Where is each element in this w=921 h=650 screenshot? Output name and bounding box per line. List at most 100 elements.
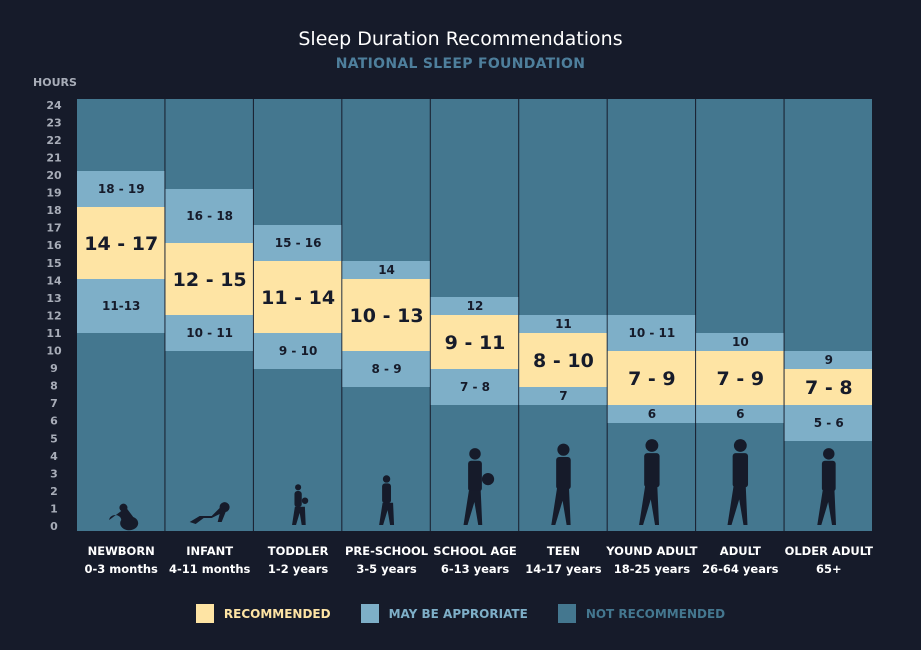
data-label-may-high: 15 - 16: [275, 236, 322, 250]
data-label-may-high: 14: [378, 263, 395, 277]
x-tick-sublabel: 6-13 years: [441, 562, 510, 576]
y-tick-label: 20: [46, 169, 62, 182]
data-label-recommended: 11 - 14: [261, 287, 335, 309]
bar-may-be-appropriate-low: [165, 315, 253, 351]
x-tick-sublabel: 1-2 years: [268, 562, 329, 576]
y-tick-label: 22: [46, 134, 61, 147]
x-tick-label: INFANT: [186, 544, 233, 558]
x-tick-sublabel: 14-17 years: [525, 562, 602, 576]
bar-recommended: [430, 315, 519, 369]
legend-swatch: [557, 604, 576, 623]
y-tick-label: 1: [50, 502, 58, 515]
bar-recommended: [607, 351, 696, 405]
data-label-may-low: 11-13: [102, 299, 140, 313]
x-tick-label: OLDER ADULT: [785, 544, 874, 558]
data-label-may-high: 11: [555, 317, 572, 331]
y-tick-label: 15: [46, 257, 61, 270]
y-tick-label: 0: [50, 520, 58, 533]
legend-item-recommended: RECOMMENDED: [195, 604, 331, 623]
data-label-recommended: 14 - 17: [84, 233, 158, 255]
x-tick-label: PRE-SCHOOL: [345, 544, 429, 558]
y-tick-label: 12: [46, 309, 61, 322]
x-tick-label: ADULT: [720, 544, 761, 558]
data-label-recommended: 7 - 9: [628, 368, 676, 390]
y-tick-label: 16: [46, 239, 62, 252]
data-label-may-low: 5 - 6: [814, 416, 844, 430]
legend: RECOMMENDED MAY BE APPRORIATE NOT RECOMM…: [0, 604, 921, 623]
y-tick-label: 14: [46, 274, 62, 287]
legend-swatch: [360, 604, 379, 623]
y-tick-label: 13: [46, 292, 61, 305]
data-label-recommended: 9 - 11: [445, 332, 506, 354]
bar-may-be-appropriate-high: [253, 225, 342, 261]
data-label-recommended: 7 - 9: [717, 368, 765, 390]
y-tick-label: 3: [50, 467, 58, 480]
data-label-recommended: 12 - 15: [173, 269, 247, 291]
bar-may-be-appropriate-high: [165, 189, 253, 243]
data-label-may-low: 8 - 9: [372, 362, 402, 376]
bar-may-be-appropriate-high: [696, 333, 784, 351]
data-label-may-high: 12: [467, 299, 484, 313]
data-label-recommended: 8 - 10: [533, 350, 594, 372]
infant-silhouette-icon: [189, 502, 230, 524]
data-label-may-high: 9: [825, 353, 833, 367]
person-silhouette-icon: [727, 439, 749, 525]
x-tick-sublabel: 26-64 years: [702, 562, 779, 576]
chart-title: Sleep Duration Recommendations: [298, 28, 623, 50]
bar-recommended: [253, 261, 342, 333]
bar-may-be-appropriate-low: [77, 279, 165, 333]
y-tick-label: 10: [46, 345, 62, 358]
bar-may-be-appropriate-high: [342, 261, 430, 279]
data-label-may-low: 6: [736, 407, 744, 421]
y-tick-label: 4: [50, 450, 58, 463]
bar-may-be-appropriate-low: [519, 387, 607, 405]
y-tick-label: 23: [46, 116, 61, 129]
bar-may-be-appropriate-low: [430, 369, 519, 405]
y-tick-label: 2: [50, 485, 58, 498]
data-label-may-low: 7: [559, 389, 567, 403]
y-tick-label: 21: [46, 151, 61, 164]
y-tick-label: 7: [50, 397, 58, 410]
data-label-recommended: 10 - 13: [350, 305, 424, 327]
y-tick-label: 19: [46, 187, 61, 200]
x-tick-sublabel: 65+: [816, 562, 842, 576]
y-axis-label: HOURS: [33, 76, 77, 89]
bar-may-be-appropriate-high: [430, 297, 519, 315]
data-label-may-high: 16 - 18: [186, 209, 233, 223]
x-tick-sublabel: 0-3 months: [85, 562, 159, 576]
y-tick-label: 6: [50, 415, 58, 428]
plot-area: HOURS01234567891011121314151617181920212…: [33, 76, 874, 576]
x-tick-label: SCHOOL AGE: [433, 544, 517, 558]
data-label-may-high: 18 - 19: [98, 182, 145, 196]
data-label-may-high: 10 - 11: [629, 326, 676, 340]
y-tick-label: 5: [50, 432, 58, 445]
bar-may-be-appropriate-low: [784, 405, 872, 441]
person-silhouette-icon: [292, 484, 309, 525]
person-silhouette-icon: [463, 448, 495, 525]
data-label-may-low: 6: [648, 407, 656, 421]
legend-item-may-be-appropriate: MAY BE APPRORIATE: [360, 604, 528, 623]
person-silhouette-icon: [379, 475, 395, 525]
bar-recommended: [342, 279, 430, 351]
bar-may-be-appropriate-low: [607, 405, 696, 423]
bar-recommended: [77, 207, 165, 279]
data-label-recommended: 7 - 8: [805, 377, 853, 399]
person-silhouette-icon: [551, 443, 571, 525]
data-label-may-low: 10 - 11: [186, 326, 233, 340]
x-tick-label: YOUND ADULT: [605, 544, 697, 558]
legend-label: RECOMMENDED: [223, 606, 331, 621]
bar-may-be-appropriate-high: [607, 315, 696, 351]
bar-may-be-appropriate-high: [77, 171, 165, 207]
x-tick-sublabel: 4-11 months: [169, 562, 251, 576]
x-tick-sublabel: 18-25 years: [614, 562, 691, 576]
newborn-silhouette-icon: [109, 503, 139, 531]
person-silhouette-icon: [639, 439, 660, 525]
bar-may-be-appropriate-high: [519, 315, 607, 333]
bar-may-be-appropriate-low: [342, 351, 430, 387]
y-tick-label: 17: [46, 222, 61, 235]
bar-recommended: [519, 333, 607, 387]
y-tick-label: 11: [46, 327, 61, 340]
legend-item-not-recommended: NOT RECOMMENDED: [557, 604, 726, 623]
legend-label: NOT RECOMMENDED: [585, 606, 726, 621]
